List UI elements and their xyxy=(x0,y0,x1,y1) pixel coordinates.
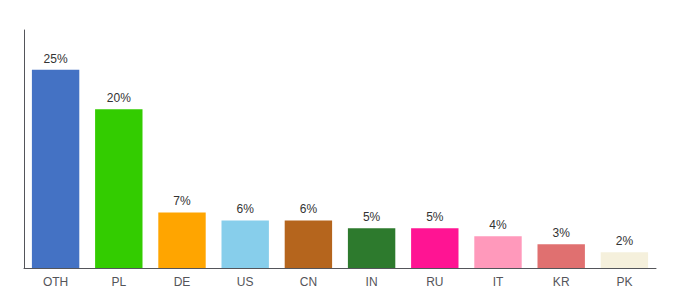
svg-text:PL: PL xyxy=(111,275,126,289)
svg-text:5%: 5% xyxy=(426,210,444,224)
svg-text:IT: IT xyxy=(493,275,504,289)
svg-text:RU: RU xyxy=(426,275,443,289)
svg-text:PK: PK xyxy=(616,275,632,289)
svg-text:KR: KR xyxy=(553,275,570,289)
svg-text:3%: 3% xyxy=(553,226,571,240)
svg-text:6%: 6% xyxy=(237,202,255,216)
svg-text:5%: 5% xyxy=(363,210,381,224)
svg-text:20%: 20% xyxy=(107,91,131,105)
svg-text:6%: 6% xyxy=(300,202,318,216)
svg-text:OTH: OTH xyxy=(43,275,68,289)
svg-text:2%: 2% xyxy=(616,234,634,248)
svg-text:IN: IN xyxy=(366,275,378,289)
svg-text:4%: 4% xyxy=(489,218,507,232)
svg-text:US: US xyxy=(237,275,254,289)
svg-text:25%: 25% xyxy=(44,52,68,66)
svg-text:CN: CN xyxy=(300,275,317,289)
svg-text:7%: 7% xyxy=(173,194,191,208)
svg-text:DE: DE xyxy=(174,275,191,289)
